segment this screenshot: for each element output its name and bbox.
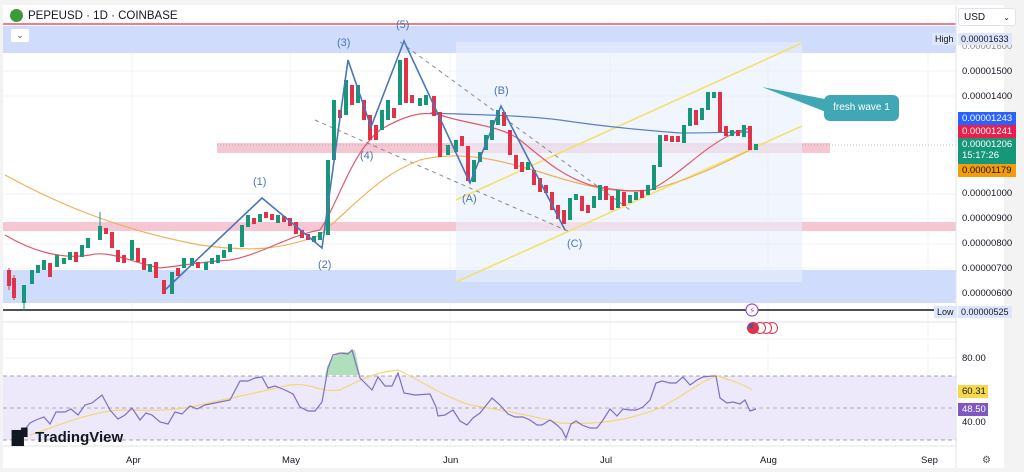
rsi-pane	[3, 321, 956, 441]
tradingview-logo-icon: ▇▘	[12, 429, 33, 446]
ma-red-tag: 0.00001241	[958, 125, 1016, 138]
last-price-tag: 0.00001206 15:17:26	[958, 138, 1016, 164]
chevron-down-icon: ⌄	[16, 30, 24, 40]
channel-lower	[455, 125, 803, 283]
candles	[7, 58, 758, 310]
impulse-wave	[164, 38, 566, 291]
bar-countdown: 15:17:26	[962, 150, 999, 161]
tradingview-logo[interactable]: ▇▘ TradingView	[12, 428, 124, 447]
rsi-tick: 80.00	[962, 353, 986, 364]
wave-label-a: (A)	[462, 193, 477, 205]
high-value: 0.00001633	[958, 33, 1012, 45]
fresh-wave-callout[interactable]: fresh wave 1	[824, 95, 899, 121]
wave-label-3: (3)	[337, 37, 351, 49]
price-tick: 0.00000800	[962, 238, 1013, 249]
low-label: Low	[934, 306, 957, 318]
time-tick: Sep	[921, 455, 938, 466]
time-tick: Aug	[760, 455, 777, 466]
ma-blue	[429, 112, 753, 134]
wave-label-5: (5)	[396, 19, 410, 31]
rsi-line	[25, 348, 757, 440]
channel-upper	[455, 42, 803, 201]
rsi-tag: 48.50	[958, 403, 988, 416]
wave-label-c: (C)	[567, 238, 583, 250]
us-flag-events-icon[interactable]	[747, 322, 778, 334]
time-tick: Jul	[600, 455, 613, 466]
low-value: 0.00000525	[958, 306, 1012, 318]
ma-blue-tag: 0.00001243	[958, 112, 1016, 125]
price-tick: 0.00000600	[962, 288, 1013, 299]
rsi-ma-line	[29, 369, 753, 436]
high-label: High	[932, 33, 957, 45]
callout-pointer	[762, 87, 830, 112]
wave-label-2: (2)	[318, 259, 332, 271]
currency-value: USD	[964, 11, 986, 23]
time-tick: Apr	[126, 455, 141, 466]
svg-text:⚡: ⚡	[749, 307, 755, 317]
channel-box	[456, 42, 802, 282]
last-price-value: 0.00001206	[962, 139, 1013, 150]
currency-select[interactable]: USD ⌄	[958, 8, 1016, 26]
rsi-tick: 40.00	[962, 417, 986, 428]
price-tick: 0.00001400	[962, 91, 1013, 102]
gear-icon[interactable]: ⚙	[982, 455, 991, 466]
brand-text: TradingView	[35, 428, 124, 446]
symbol-title[interactable]: PEPEUSD · 1D · COINBASE	[8, 9, 180, 22]
price-tick: 0.00000900	[962, 213, 1013, 224]
rsi-ma-tag: 60.31	[958, 385, 988, 398]
lightning-event-icon[interactable]	[745, 303, 759, 317]
wave-label-b: (B)	[494, 85, 509, 97]
symbol-title-text: PEPEUSD · 1D · COINBASE	[28, 9, 178, 22]
pepe-logo-icon	[10, 9, 23, 22]
price-tick: 0.00000700	[962, 263, 1013, 274]
time-tick: Jun	[443, 455, 459, 466]
price-tick: 0.00001000	[962, 188, 1013, 199]
chevron-down-icon: ⌄	[1003, 12, 1010, 22]
ma-orange-tag: 0.00001179	[958, 164, 1016, 177]
price-tick: 0.00001600	[962, 41, 1013, 52]
price-tick: 0.00001500	[962, 66, 1013, 77]
wave-label-1: (1)	[253, 176, 267, 188]
wave-label-4: (4)	[360, 150, 374, 162]
collapse-legend-button[interactable]: ⌄	[11, 29, 29, 42]
time-tick: May	[282, 455, 300, 466]
